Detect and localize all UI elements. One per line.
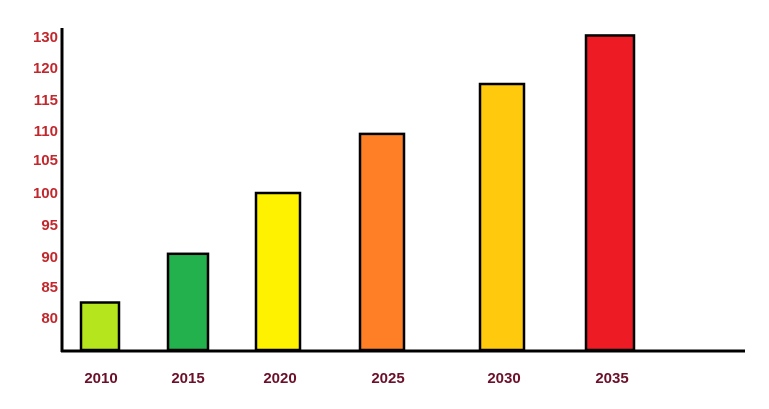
y-tick-label: 100 bbox=[33, 185, 58, 202]
x-tick-label: 2020 bbox=[263, 370, 296, 387]
y-tick-label: 95 bbox=[41, 217, 58, 234]
y-tick-label: 105 bbox=[33, 152, 58, 169]
x-tick-label: 2025 bbox=[371, 370, 404, 387]
x-tick-label: 2030 bbox=[487, 370, 520, 387]
bar-2025 bbox=[358, 132, 406, 352]
x-tick-labels: 2010 2015 2020 2025 2030 2035 bbox=[84, 370, 628, 387]
x-tick-label: 2035 bbox=[595, 370, 628, 387]
y-tick-label: 115 bbox=[34, 92, 58, 109]
y-tick-labels: 80 85 90 95 100 105 110 115 120 130 bbox=[33, 29, 58, 327]
y-tick-label: 85 bbox=[41, 279, 58, 296]
bar-2010 bbox=[79, 301, 121, 352]
y-tick-label: 120 bbox=[33, 60, 58, 77]
y-tick-label: 130 bbox=[33, 29, 58, 46]
bar-2020 bbox=[254, 191, 302, 352]
y-tick-label: 80 bbox=[41, 310, 58, 327]
bar-2015 bbox=[166, 252, 210, 352]
y-tick-label: 110 bbox=[34, 123, 58, 140]
bar-2035 bbox=[584, 34, 636, 352]
y-tick-label: 90 bbox=[41, 249, 58, 266]
x-tick-label: 2010 bbox=[84, 370, 117, 387]
x-tick-label: 2015 bbox=[171, 370, 204, 387]
bars bbox=[79, 34, 636, 352]
bar-2030 bbox=[478, 82, 526, 352]
